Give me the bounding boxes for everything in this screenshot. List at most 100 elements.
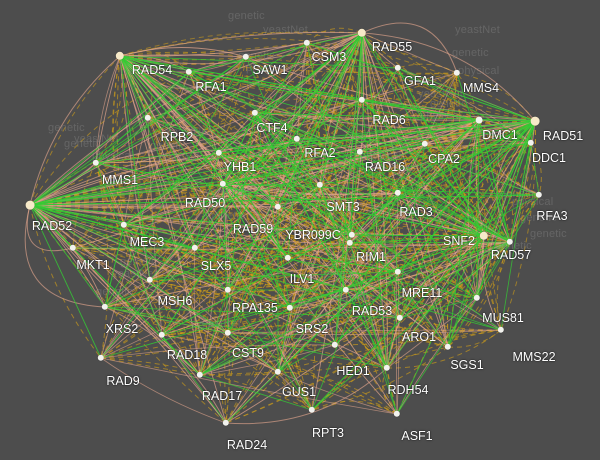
network-node-gus1[interactable] [274, 368, 282, 376]
network-edge [361, 99, 388, 369]
network-edge [123, 224, 336, 346]
network-edge [149, 279, 291, 309]
network-node-rad57[interactable] [506, 238, 514, 246]
network-edge [227, 329, 502, 334]
network-node-rad50[interactable] [219, 180, 227, 188]
network-node-mms22[interactable] [497, 326, 505, 334]
network-edge [397, 194, 540, 273]
network-node-csm3[interactable] [303, 39, 311, 47]
network-node-asf1[interactable] [393, 410, 401, 418]
network-node-dmc1[interactable] [475, 116, 483, 124]
network-node-rim1[interactable] [346, 239, 354, 247]
network-edge [161, 307, 291, 336]
network-node-yhb1[interactable] [215, 149, 223, 157]
network-edge [119, 55, 351, 244]
network-node-smt3[interactable] [316, 181, 324, 189]
network-node-rpa135[interactable] [224, 286, 232, 294]
network-edge [349, 241, 511, 244]
network-node-rad52[interactable] [25, 200, 35, 210]
network-node-saw1[interactable] [242, 53, 250, 61]
network-edge [104, 306, 388, 369]
network-node-rad17[interactable] [196, 371, 204, 379]
network-edge [254, 112, 480, 121]
network-edge [119, 55, 151, 281]
network-node-ctf4[interactable] [251, 109, 259, 117]
network-edge [104, 192, 399, 308]
network-node-mec3[interactable] [120, 221, 128, 229]
network-node-rad55[interactable] [357, 28, 367, 38]
network-node-mre11[interactable] [394, 268, 402, 276]
network-edge [29, 55, 121, 206]
network-edge [396, 271, 400, 415]
network-edge [29, 204, 106, 308]
network-node-sgs1[interactable] [444, 343, 452, 351]
network-edge [104, 120, 536, 308]
network-node-rad24[interactable] [222, 419, 230, 427]
network-edge [227, 329, 502, 335]
network-node-rad16[interactable] [356, 148, 364, 156]
network-edge [188, 71, 291, 309]
network-node-rad6[interactable] [358, 96, 366, 104]
network-edge [397, 142, 532, 194]
network-edge [227, 32, 363, 334]
network-node-rad59[interactable] [274, 203, 282, 211]
network-node-rad54[interactable] [115, 51, 125, 61]
network-edge [104, 56, 247, 308]
network-node-mus81[interactable] [473, 294, 481, 302]
network-edge [222, 119, 480, 185]
network-node-rad18[interactable] [158, 331, 166, 339]
network-node-slx5[interactable] [191, 244, 199, 252]
network-node-mms4[interactable] [453, 69, 461, 77]
network-node-rfa3[interactable] [535, 191, 543, 199]
network-edge [95, 162, 163, 336]
network-edge [95, 55, 121, 164]
network-edge [100, 247, 196, 359]
network-edge [349, 242, 398, 415]
network-node-rad53[interactable] [342, 286, 350, 294]
network-node-ybr099c[interactable] [348, 231, 356, 239]
network-edge [29, 183, 224, 206]
network-edge [397, 67, 532, 144]
network-edge [277, 32, 363, 208]
network-node-cpa2[interactable] [421, 140, 429, 148]
network-node-srs2[interactable] [286, 304, 294, 312]
network-node-mkt1[interactable] [69, 244, 77, 252]
network-edge [277, 371, 398, 415]
network-node-msh6[interactable] [146, 276, 154, 284]
network-edge [188, 32, 363, 73]
network-node-xrs2[interactable] [101, 303, 109, 311]
network-edge [311, 235, 485, 411]
network-node-snf2[interactable] [479, 231, 489, 241]
network-edge [476, 119, 480, 299]
network-node-rad51[interactable] [530, 116, 540, 126]
network-node-gfa1[interactable] [394, 64, 402, 72]
network-edge [100, 235, 485, 359]
network-edge [149, 279, 398, 415]
network-edge [222, 42, 308, 185]
network-node-rad9[interactable] [97, 354, 105, 362]
network-edge [95, 162, 125, 226]
network-node-ddc1[interactable] [527, 139, 535, 147]
network-edge [345, 72, 458, 291]
network-edge [361, 32, 502, 331]
network-node-cst9[interactable] [224, 329, 232, 337]
network-edge [509, 120, 536, 243]
network-node-rad3[interactable] [394, 189, 402, 197]
network-edge [199, 374, 313, 411]
network-edge [149, 192, 399, 281]
network-node-rfa1[interactable] [185, 68, 193, 76]
network-edge [119, 55, 149, 119]
network-node-mms1[interactable] [92, 159, 100, 167]
network-node-rpt3[interactable] [308, 406, 316, 414]
network-node-aro1[interactable] [396, 314, 404, 322]
network-edge [397, 233, 485, 273]
network-node-ilv1[interactable] [284, 254, 292, 262]
network-node-rpb2[interactable] [144, 114, 152, 122]
network-node-rfa2[interactable] [293, 135, 301, 143]
network-node-rdh54[interactable] [383, 364, 391, 372]
network-edge [349, 32, 363, 244]
network-edge [254, 112, 399, 273]
network-node-hed1[interactable] [331, 341, 339, 349]
network-edge [456, 72, 480, 121]
